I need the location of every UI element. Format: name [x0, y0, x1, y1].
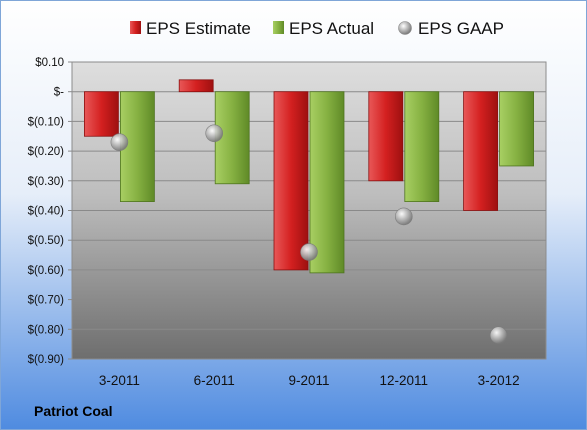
legend-item-eps-actual: EPS Actual: [273, 19, 374, 38]
y-tick-label: $0.10: [35, 57, 64, 69]
y-tick-label: $(0.80): [28, 324, 65, 336]
y-tick-label: $(0.70): [28, 295, 65, 307]
y-axis-ticks: $0.10 $- $(0.10) $(0.20) $(0.30) $(0.40) $(0.5…: [28, 57, 72, 366]
bar-eps-actual-9-2011: [309, 91, 345, 274]
y-tick-label: $(0.40): [28, 206, 65, 218]
legend-item-eps-gaap: EPS GAAP: [398, 19, 504, 38]
gaap-markers: [110, 124, 508, 345]
bar-eps-actual-12-2011: [404, 91, 440, 202]
legend-swatch-eps-estimate: [130, 21, 141, 34]
bar-eps-estimate-3-2011: [84, 91, 119, 137]
marker-eps-gaap-9-2011: [300, 243, 318, 261]
x-tick-label: 3-2011: [99, 373, 140, 388]
x-axis-labels: 3-2011 6-2011 9-2011 12-2011 3-2012: [99, 373, 520, 388]
x-tick-label: 12-2011: [380, 373, 429, 388]
legend: EPS Estimate EPS Actual EPS GAAP: [130, 19, 504, 38]
bar-eps-estimate-3-2012: [463, 91, 499, 211]
y-tick-label: $(0.90): [28, 354, 65, 366]
company-name: Patriot Coal: [34, 403, 113, 419]
y-tick-label: $-: [54, 87, 64, 99]
x-tick-label: 6-2011: [194, 373, 235, 388]
bars: [84, 79, 535, 274]
y-tick-label: $(0.30): [28, 176, 65, 188]
marker-eps-gaap-3-2011: [110, 133, 129, 151]
bar-eps-estimate-12-2011: [368, 91, 404, 182]
marker-eps-gaap-6-2011: [205, 124, 223, 143]
legend-label-eps-gaap: EPS GAAP: [418, 19, 504, 38]
legend-label-eps-estimate: EPS Estimate: [146, 19, 251, 38]
marker-eps-gaap-3-2012: [489, 326, 508, 345]
y-tick-label: $(0.10): [28, 116, 65, 128]
bar-eps-actual-3-2012: [499, 91, 535, 167]
marker-eps-gaap-12-2011: [394, 207, 413, 226]
x-tick-label: 9-2011: [288, 373, 329, 388]
legend-swatch-eps-actual: [273, 21, 284, 34]
legend-marker-eps-gaap: [398, 21, 412, 35]
y-tick-label: $(0.50): [28, 235, 65, 247]
bar-eps-estimate-9-2011: [273, 91, 309, 271]
legend-item-eps-estimate: EPS Estimate: [130, 19, 251, 38]
bar-eps-estimate-6-2011: [178, 79, 214, 93]
x-tick-label: 3-2012: [478, 373, 520, 388]
legend-label-eps-actual: EPS Actual: [289, 19, 374, 38]
y-tick-label: $(0.20): [28, 146, 65, 158]
y-tick-label: $(0.60): [28, 265, 65, 277]
